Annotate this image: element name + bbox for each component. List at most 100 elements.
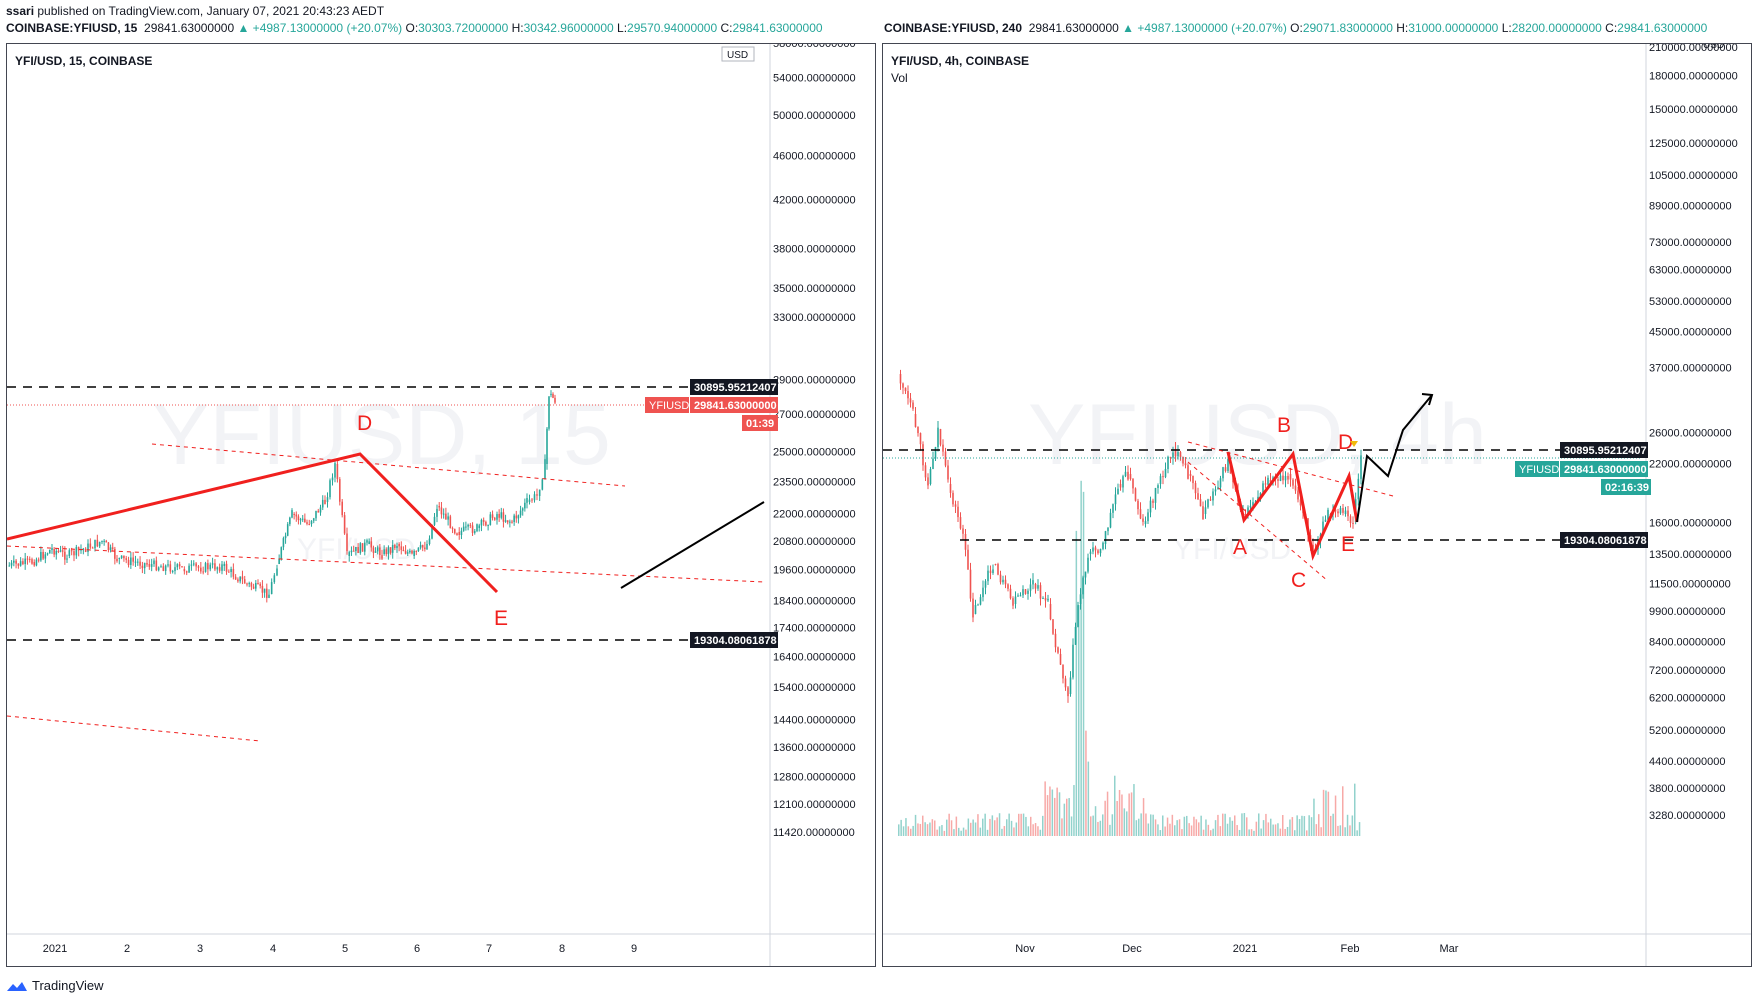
left-level-tag-high-bg <box>690 379 778 395</box>
left-x-tick-label: 6 <box>414 943 420 955</box>
right-volume-bar <box>1255 821 1258 836</box>
left-candle-body <box>315 510 317 519</box>
right-volume-bar <box>1020 813 1022 836</box>
right-candle-body <box>924 465 927 478</box>
left-candle-body <box>297 516 300 521</box>
right-candle-body <box>1167 456 1169 469</box>
left-candle-body <box>61 550 64 552</box>
left-chart-panel[interactable]: YFIUSD, 15 YFI/USD D E 58000.00000000540… <box>6 43 876 967</box>
right-candle-body <box>912 402 914 409</box>
right-candle-body <box>1092 547 1094 552</box>
right-volume-bar <box>1061 818 1063 836</box>
right-candle-body <box>1042 598 1044 600</box>
left-y-tick-label: 17400.00000000 <box>773 623 856 635</box>
right-volume-bar <box>974 822 977 836</box>
right-volume-bar <box>1166 817 1169 836</box>
left-h-value: 30342.96000000 <box>523 21 614 35</box>
right-volume-bar <box>1186 815 1188 836</box>
right-volume-bar <box>1346 814 1349 836</box>
right-candle-body <box>982 587 984 598</box>
left-candle-body <box>291 510 293 518</box>
right-candle-body <box>1219 478 1222 488</box>
left-candle-body <box>13 560 15 563</box>
footer-brand[interactable]: TradingView <box>32 978 104 993</box>
left-candle-body <box>261 585 264 593</box>
left-lower-trendline[interactable] <box>7 545 765 583</box>
left-price: 29841.63000000 <box>144 21 235 35</box>
right-x-ticks: OctNovDec2021FebMar <box>1015 943 1459 955</box>
left-c-label: C: <box>720 21 733 35</box>
left-candle-body <box>234 576 237 580</box>
right-volume-bar <box>953 829 955 836</box>
right-candle-body <box>1199 499 1202 507</box>
right-candle-body <box>1094 547 1097 551</box>
right-volume-bar <box>1183 816 1186 836</box>
right-volume-bar <box>950 820 953 836</box>
left-candle-body <box>387 547 390 555</box>
right-volume-bar <box>1162 815 1164 836</box>
left-candle-body <box>257 583 259 585</box>
right-chart-svg[interactable]: YFIUSD, 4h YFI/USD A B C D E 210000.0000… <box>883 44 1752 967</box>
right-volume-bar <box>1102 814 1104 836</box>
left-y-tick-label: 33000.00000000 <box>773 312 856 324</box>
right-event-marker[interactable] <box>1350 441 1358 447</box>
right-candle-body <box>1294 485 1297 491</box>
left-candle-body <box>404 551 407 554</box>
right-y-tick-label: 53000.00000000 <box>1649 296 1732 308</box>
left-upper-trendline[interactable] <box>151 443 626 487</box>
right-candle-body <box>1247 507 1249 515</box>
left-y-tick-label: 50000.00000000 <box>773 110 856 122</box>
right-volume-bar <box>1176 820 1178 836</box>
left-candle-body <box>544 459 546 480</box>
right-lower-channel[interactable] <box>1187 461 1329 582</box>
left-x-ticks: 2021 2 3 4 5 6 7 8 9 <box>43 943 637 955</box>
right-volume-bar <box>907 826 910 836</box>
left-candle-body <box>500 512 503 518</box>
right-candle-body <box>1134 488 1137 501</box>
left-currency-box[interactable] <box>721 46 755 62</box>
left-bottom-trendline[interactable] <box>7 715 261 742</box>
left-candle-body <box>103 540 105 542</box>
right-volume-bar <box>943 830 946 836</box>
left-candle-body <box>268 594 270 598</box>
right-candle-body <box>949 484 952 493</box>
left-candle-body <box>465 526 467 528</box>
right-volume-bar <box>1243 813 1246 836</box>
right-candle-body <box>1187 465 1189 479</box>
right-volume-bar <box>1030 816 1032 836</box>
left-chart-svg[interactable]: YFIUSD, 15 YFI/USD D E 58000.00000000540… <box>7 44 876 967</box>
left-candle-body <box>89 543 92 548</box>
right-volume-bar <box>1130 792 1133 836</box>
right-candle-body <box>1279 475 1282 481</box>
left-candle-body <box>66 558 68 560</box>
right-abcde-pattern[interactable] <box>1226 450 1359 561</box>
left-de-pattern[interactable] <box>7 452 499 594</box>
right-volume-bar <box>1063 803 1066 836</box>
right-symbol-name[interactable]: COINBASE:YFIUSD, 240 <box>884 21 1023 35</box>
right-volume-bar <box>1308 815 1310 836</box>
right-candle-body <box>1084 571 1087 578</box>
right-chart-panel[interactable]: YFIUSD, 4h YFI/USD A B C D E 210000.0000… <box>882 43 1752 967</box>
left-symbol-name[interactable]: COINBASE:YFIUSD, 15 <box>6 21 138 35</box>
right-upper-channel[interactable] <box>1187 441 1394 497</box>
left-y-tick-label: 14400.00000000 <box>773 714 856 726</box>
right-y-tick-label: 5200.00000000 <box>1649 725 1725 737</box>
left-candle-body <box>160 566 162 568</box>
left-candle-body <box>232 568 235 577</box>
right-o-label: O: <box>1290 21 1303 35</box>
right-volume-bar <box>1114 775 1116 836</box>
right-candle-body <box>944 451 947 466</box>
right-volume-bar <box>967 818 970 836</box>
right-candle-body <box>1179 452 1182 457</box>
left-projection-line[interactable] <box>620 501 765 589</box>
left-candle-body <box>127 559 130 565</box>
right-projection-path[interactable] <box>1356 394 1433 523</box>
left-candle-body <box>209 564 212 570</box>
left-candle-body <box>190 564 193 566</box>
right-volume-bar <box>1241 813 1243 836</box>
left-y-tick-label: 16400.00000000 <box>773 651 856 663</box>
right-candle-body <box>909 398 912 403</box>
left-candle-body <box>546 428 548 464</box>
publisher-user[interactable]: ssari <box>6 4 35 18</box>
right-candle-body <box>967 549 969 570</box>
